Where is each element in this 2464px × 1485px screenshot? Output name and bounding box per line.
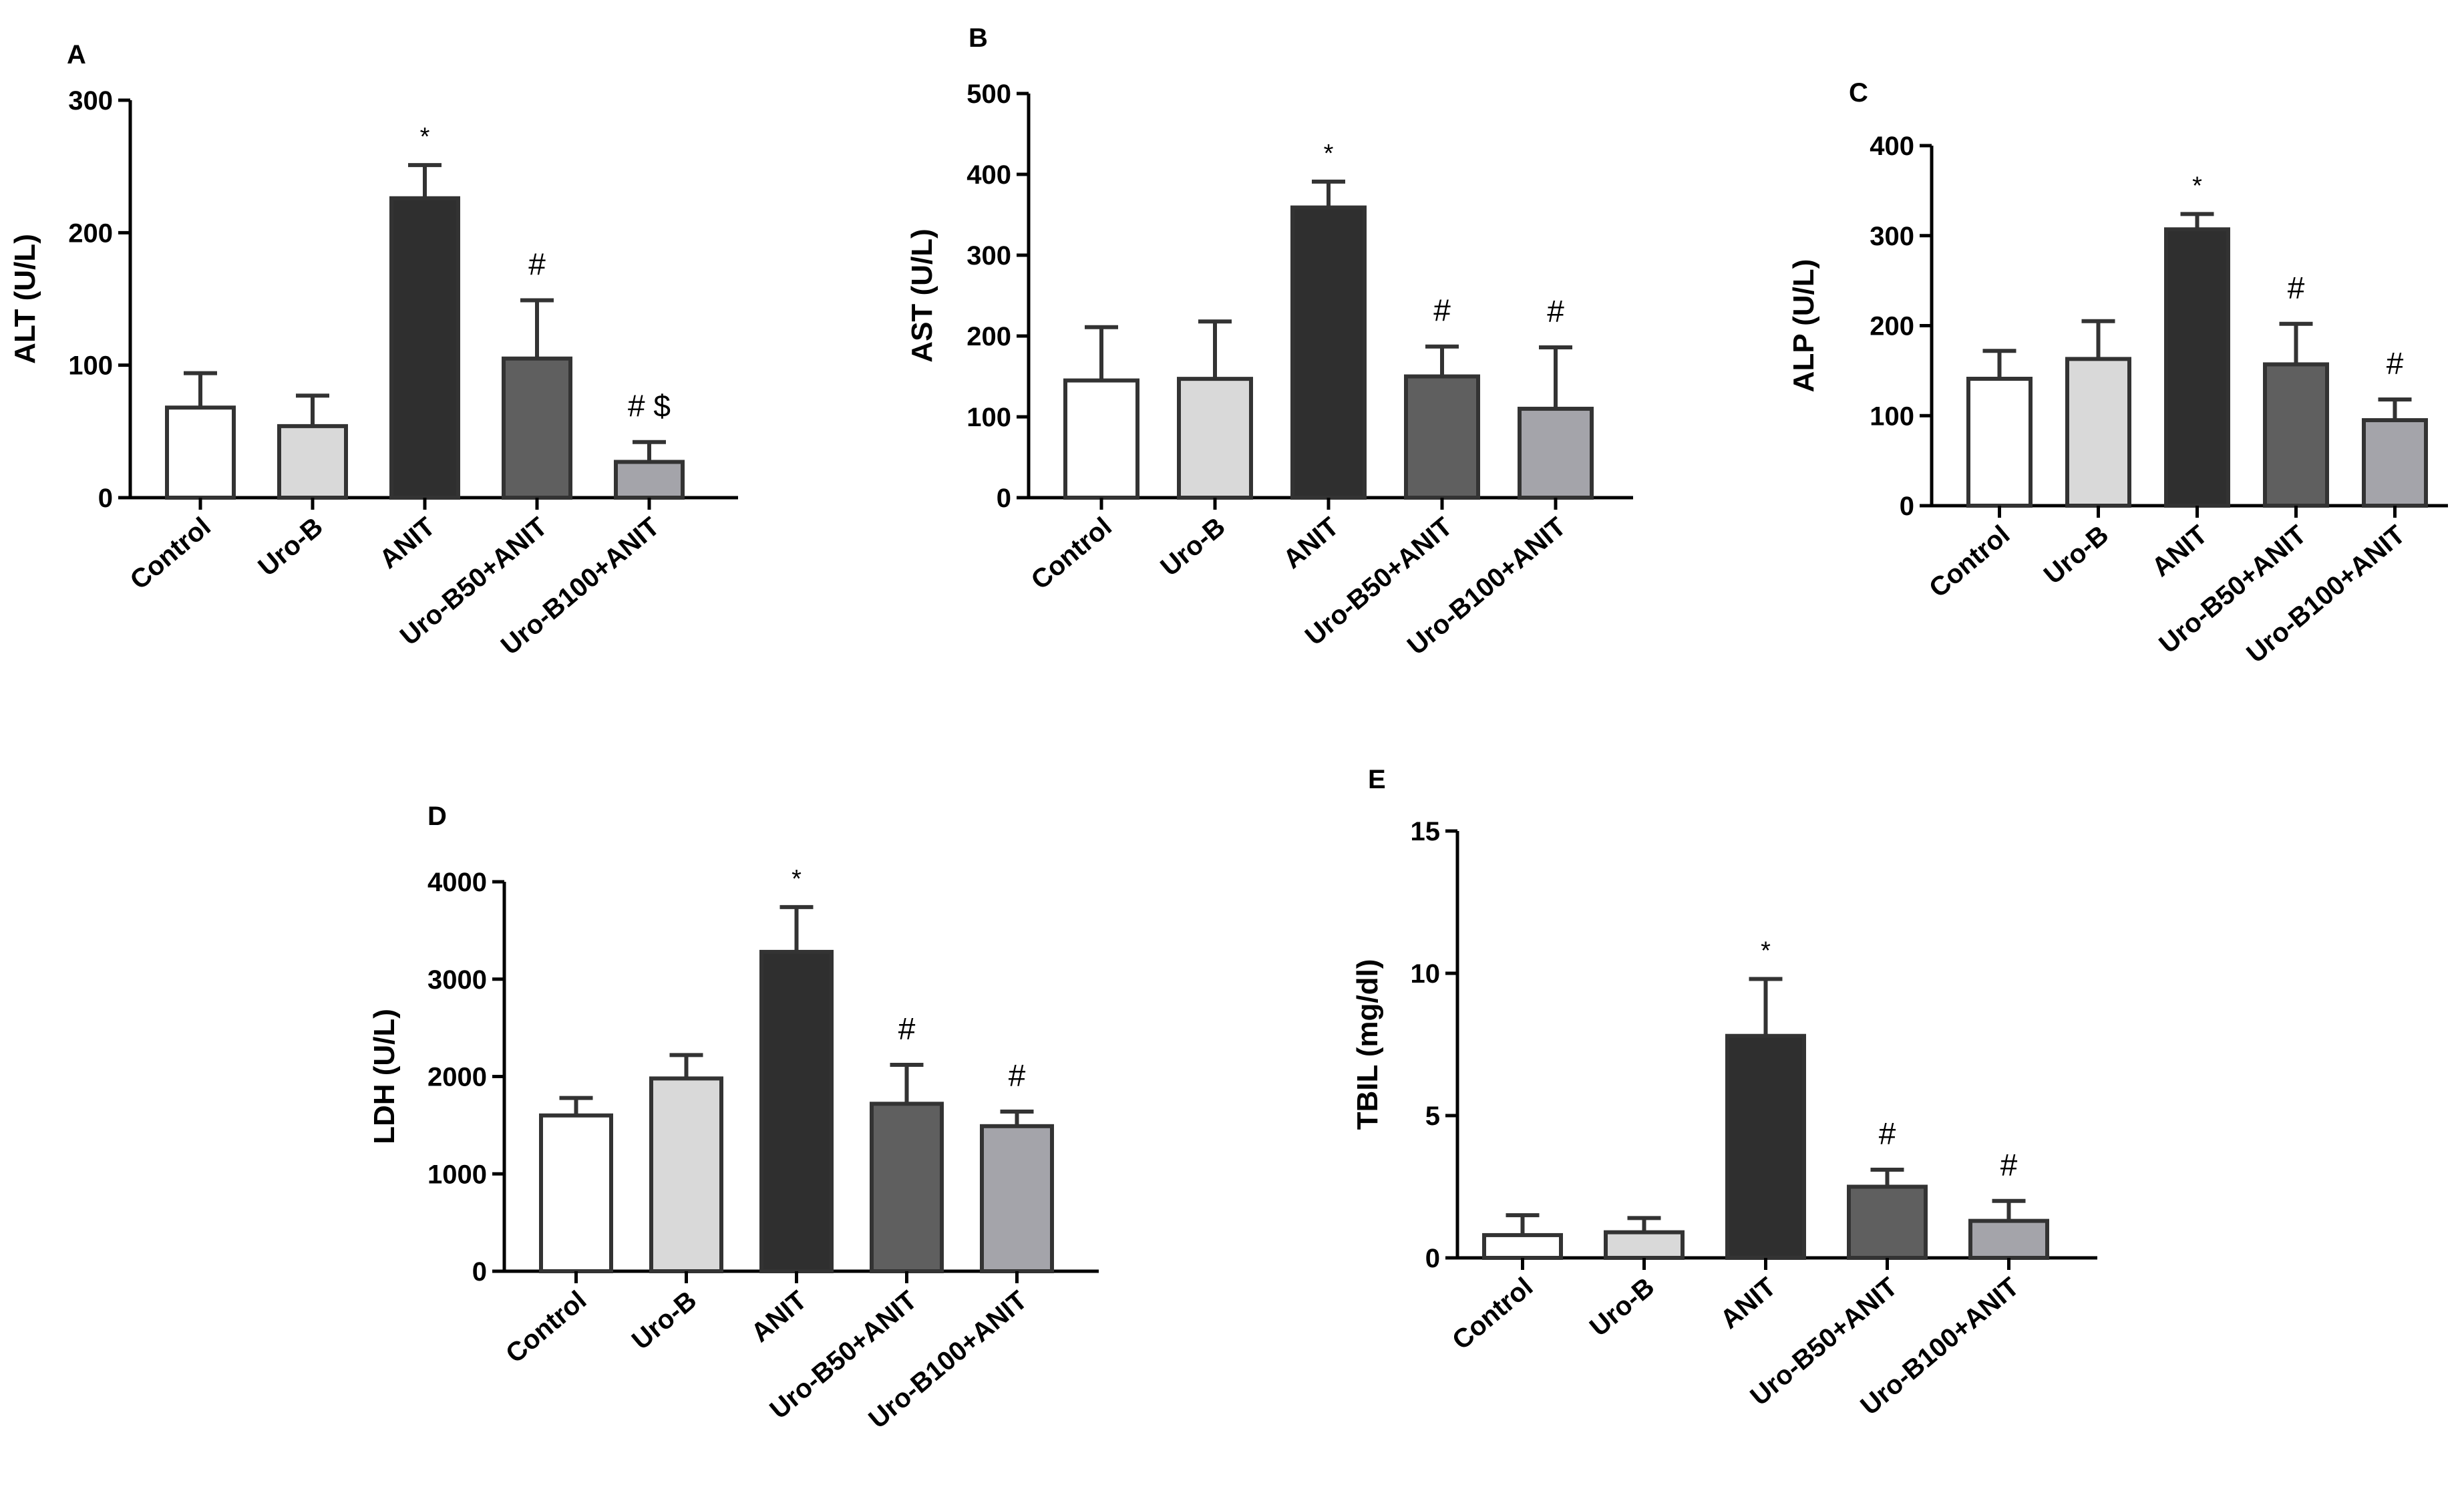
x-tick-label: Control	[1026, 512, 1117, 595]
x-tick-label: Uro-B	[252, 512, 328, 582]
bar-uro-b	[1177, 377, 1253, 500]
x-tick-label: Control	[500, 1285, 592, 1369]
bar-control	[165, 405, 236, 500]
y-axis-title: TBIL (mg/dl)	[1351, 959, 1384, 1130]
y-tick-label: 0	[1900, 492, 1914, 521]
x-tick-label: Control	[1924, 520, 2015, 603]
y-tick-label: 400	[1870, 132, 1914, 161]
y-tick-label: 200	[966, 322, 1011, 351]
bar-uro-b100-anit	[1968, 1218, 2049, 1260]
bar-uro-b	[277, 424, 348, 500]
x-tick-label: ANIT	[1715, 1272, 1782, 1335]
panel-label: A	[67, 40, 86, 69]
significance-annotation: *	[791, 865, 802, 893]
bar-control	[539, 1113, 613, 1274]
bar-control	[1966, 377, 2033, 508]
y-tick-label: 300	[966, 241, 1011, 271]
bar-uro-b50-anit	[870, 1102, 944, 1274]
y-tick-label: 300	[1870, 222, 1914, 251]
panel-label: B	[969, 23, 988, 53]
significance-annotation: #	[1547, 294, 1564, 329]
significance-annotation: #	[2387, 346, 2404, 381]
y-tick-label: 3000	[427, 965, 487, 995]
bar-uro-b100-anit	[614, 460, 685, 500]
bar-uro-b100-anit	[980, 1124, 1054, 1274]
significance-annotation: #	[528, 246, 546, 281]
bar-uro-b100-anit	[2362, 418, 2428, 508]
y-axis-title: ALT (U/L)	[9, 234, 41, 364]
y-tick-label: 200	[1870, 312, 1914, 341]
bar-uro-b50-anit	[1404, 374, 1480, 500]
significance-annotation: *	[2192, 172, 2202, 200]
y-axis-title: ALP (U/L)	[1787, 259, 1820, 393]
y-tick-label: 200	[68, 218, 113, 248]
y-tick-label: 400	[966, 160, 1011, 190]
y-tick-label: 10	[1411, 959, 1441, 989]
bar-uro-b50-anit	[2263, 362, 2329, 508]
significance-annotation: #	[1009, 1058, 1026, 1093]
bar-uro-b	[2065, 357, 2131, 508]
significance-annotation: #	[898, 1011, 916, 1046]
y-tick-label: 0	[1425, 1244, 1440, 1273]
x-tick-label: Control	[125, 512, 216, 595]
y-tick-label: 0	[472, 1257, 487, 1287]
x-tick-label: ANIT	[746, 1285, 813, 1348]
bar-control	[1063, 378, 1139, 500]
y-tick-label: 5	[1425, 1102, 1440, 1131]
y-axis-title: AST (U/L)	[906, 228, 938, 362]
bar-anit	[759, 949, 834, 1273]
y-tick-label: 100	[1870, 401, 1914, 431]
x-tick-label: Uro-B	[1584, 1272, 1660, 1342]
bar-anit	[2164, 227, 2230, 508]
x-tick-label: Uro-B	[1155, 512, 1230, 582]
bar-anit	[1725, 1033, 1806, 1260]
bar-uro-b50-anit	[1847, 1184, 1928, 1260]
y-tick-label: 0	[98, 484, 113, 513]
panel-d: D 0 1000 2000 3000 4000 LDH (U/L) Control Uro-B A…	[368, 802, 1099, 1434]
bar-anit	[389, 196, 460, 500]
x-tick-label: ANIT	[1278, 512, 1345, 574]
bar-uro-b100-anit	[1518, 406, 1594, 500]
bar-uro-b	[1604, 1230, 1685, 1261]
y-tick-label: 15	[1411, 817, 1441, 846]
y-tick-label: 1000	[427, 1160, 487, 1189]
significance-annotation: *	[420, 123, 430, 151]
y-tick-label: 100	[966, 403, 1011, 432]
significance-annotation: *	[1761, 937, 1771, 965]
y-tick-label: 2000	[427, 1063, 487, 1092]
significance-annotation: *	[1324, 140, 1334, 168]
x-tick-label: Control	[1447, 1272, 1538, 1355]
y-tick-label: 500	[966, 79, 1011, 109]
significance-annotation: #	[1879, 1116, 1896, 1151]
y-tick-label: 4000	[427, 868, 487, 897]
bar-uro-b50-anit	[502, 356, 572, 500]
x-tick-label: ANIT	[2147, 520, 2214, 583]
y-tick-label: 300	[68, 86, 113, 116]
panel-b: B 0 100 200 300 400 500 AST (U/L) Control Uro-B AN…	[906, 23, 1633, 661]
y-tick-label: 100	[68, 351, 113, 381]
bar-anit	[1290, 205, 1367, 500]
bar-uro-b	[649, 1076, 723, 1274]
panel-label: D	[427, 802, 447, 831]
panel-c: C 0 100 200 300 400 ALP (U/L) Control Uro-B ANIT *…	[1787, 78, 2448, 669]
bar-control	[1482, 1232, 1563, 1261]
y-tick-label: 0	[997, 484, 1011, 513]
significance-annotation: # $	[628, 389, 671, 424]
significance-annotation: #	[1433, 293, 1451, 328]
significance-annotation: #	[2288, 271, 2305, 305]
panel-label: C	[1849, 78, 1868, 108]
significance-annotation: #	[2000, 1148, 2018, 1182]
panel-label: E	[1368, 765, 1386, 794]
x-tick-label: Uro-B	[2039, 520, 2114, 590]
x-tick-label: ANIT	[374, 512, 441, 574]
x-tick-label: Uro-B	[627, 1285, 702, 1355]
y-axis-title: LDH (U/L)	[368, 1009, 401, 1144]
